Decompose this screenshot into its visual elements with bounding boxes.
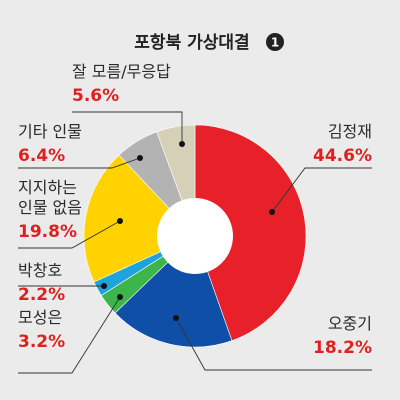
title-badge-icon — [266, 33, 284, 51]
leader-line-0 — [271, 167, 372, 213]
slice-value-0: 44.6% — [313, 146, 372, 166]
leader-line-4 — [18, 220, 121, 249]
slice-value-5: 6.4% — [18, 146, 65, 166]
chart-title: 포항북 가상대결 1 — [134, 32, 284, 53]
slice-value-1: 18.2% — [313, 338, 372, 358]
leader-lines — [18, 111, 372, 374]
leader-dot-5 — [137, 155, 143, 161]
leader-line-5 — [18, 157, 141, 169]
pie-slice-0 — [194, 124, 307, 342]
slice-labels: 김정재 44.6% 오중기 18.2% 모성은 3.2% 박창호 2.2% 지지하는 인물 없음 1… — [18, 62, 372, 358]
slice-label-6: 잘 모름/무응답 — [72, 62, 171, 81]
leader-dot-3 — [101, 283, 107, 289]
slice-label-1: 오중기 — [328, 314, 372, 333]
leader-dot-2 — [117, 294, 123, 300]
slice-label-3: 박창호 — [18, 261, 62, 280]
leader-dot-4 — [117, 218, 123, 224]
chart-title-text: 포항북 가상대결 — [134, 32, 249, 53]
slice-label-2: 모성은 — [18, 308, 62, 327]
slice-label-4: 지지하는 인물 없음 — [18, 178, 82, 217]
leader-line-2 — [18, 296, 121, 374]
slice-value-3: 2.2% — [18, 285, 65, 305]
leader-line-1 — [175, 317, 372, 371]
slice-label-5: 기타 인물 — [18, 122, 82, 141]
donut-hole — [157, 198, 233, 274]
slice-value-4: 19.8% — [18, 222, 77, 242]
slice-label-0: 김정재 — [328, 122, 372, 141]
leader-dot-6 — [179, 141, 185, 147]
leader-dot-1 — [173, 315, 179, 321]
pie-slice-4 — [83, 154, 196, 283]
slice-value-6: 5.6% — [72, 86, 119, 106]
slice-value-2: 3.2% — [18, 332, 65, 352]
leader-line-6 — [72, 111, 183, 144]
title-badge-number: 1 — [271, 36, 279, 50]
leader-dot-0 — [269, 209, 275, 215]
